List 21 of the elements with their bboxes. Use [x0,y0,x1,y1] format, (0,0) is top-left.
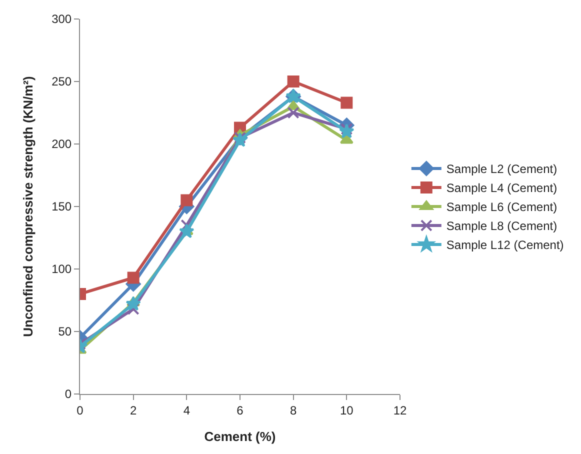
y-tick-label: 250 [52,74,72,89]
legend-label: Sample L4 (Cement) [446,181,558,196]
y-tick-label: 100 [52,262,72,276]
y-tick-label: 200 [52,137,72,152]
x-axis-title: Cement (%) [204,429,276,444]
x-tick-label: 0 [76,403,84,418]
x-tick-label: 8 [290,403,297,418]
x-tick-label: 4 [183,403,190,418]
y-tick-label: 50 [58,324,72,339]
x-tick-label: 6 [236,403,244,418]
y-tick-label: 0 [64,387,72,402]
x-tick-label: 10 [340,403,354,418]
legend-label: Sample L2 (Cement) [446,162,558,176]
legend-label: Sample L6 (Cement) [446,200,558,214]
y-axis-title: Unconfined compressive strength (KN/m²) [20,76,36,337]
x-tick-label: 12 [393,403,407,418]
legend-label: Sample L8 (Cement) [446,219,558,234]
x-tick-label: 2 [130,403,137,418]
legend-label: Sample L12 (Cement) [446,238,564,252]
y-tick-label: 150 [52,200,72,214]
y-tick-label: 300 [52,12,72,26]
